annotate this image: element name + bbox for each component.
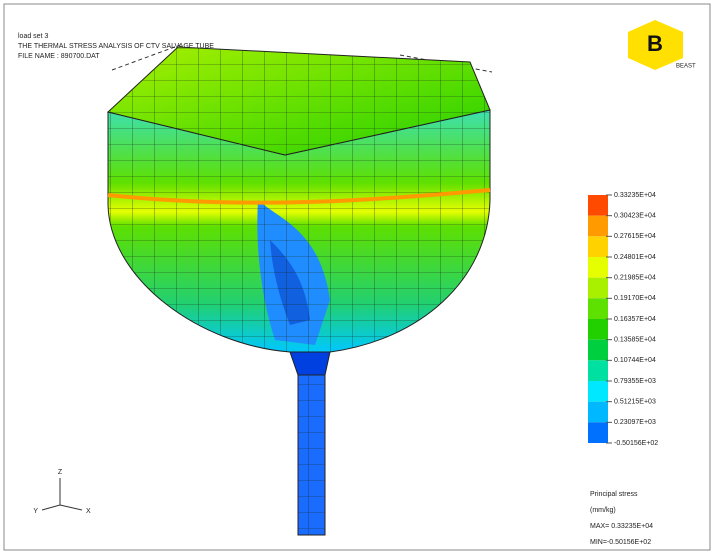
- axis-y: Y: [33, 508, 38, 515]
- legend-band: [588, 278, 608, 299]
- legend-band: [588, 236, 608, 257]
- legend-band: [588, 257, 608, 278]
- legend-band: [588, 319, 608, 340]
- unit: (mm/kg): [590, 507, 616, 514]
- legend-label: 0.79355E+03: [614, 378, 656, 385]
- legend-label: 0.13585E+04: [614, 337, 656, 344]
- legend-label: 0.16357E+04: [614, 316, 656, 323]
- legend-label: 0.21985E+04: [614, 275, 656, 282]
- page: load set 3 THE THERMAL STRESS ANALYSIS O…: [0, 0, 715, 555]
- legend-band: [588, 422, 608, 443]
- screen: load set 3 THE THERMAL STRESS ANALYSIS O…: [0, 0, 715, 555]
- legend-band: [588, 195, 608, 216]
- quantity: Principal stress: [590, 491, 638, 498]
- legend-band: [588, 402, 608, 423]
- legend-label: 0.51215E+03: [614, 399, 656, 406]
- legend-label: -0.50156E+02: [614, 440, 658, 447]
- legend-label: 0.23097E+03: [614, 419, 656, 426]
- legend-band: [588, 340, 608, 361]
- axis-z: Z: [58, 469, 63, 476]
- axis-x: X: [86, 508, 91, 515]
- legend-label: 0.30423E+04: [614, 213, 656, 220]
- legend-band: [588, 298, 608, 319]
- legend-band: [588, 360, 608, 381]
- legend-band: [588, 216, 608, 237]
- min: MIN=-0.50156E+02: [590, 539, 651, 546]
- legend-band: [588, 381, 608, 402]
- legend-label: 0.10744E+04: [614, 357, 656, 364]
- load-set: load set 3: [18, 33, 48, 40]
- max: MAX= 0.33235E+04: [590, 523, 653, 530]
- file-name: FILE NAME : 890700.DAT: [18, 53, 100, 60]
- logo-text: BEAST: [676, 64, 696, 70]
- legend-label: 0.24801E+04: [614, 254, 656, 261]
- legend-label: 0.19170E+04: [614, 295, 656, 302]
- legend-label: 0.33235E+04: [614, 192, 656, 199]
- svg-text:B: B: [647, 31, 663, 56]
- legend-label: 0.27615E+04: [614, 233, 656, 240]
